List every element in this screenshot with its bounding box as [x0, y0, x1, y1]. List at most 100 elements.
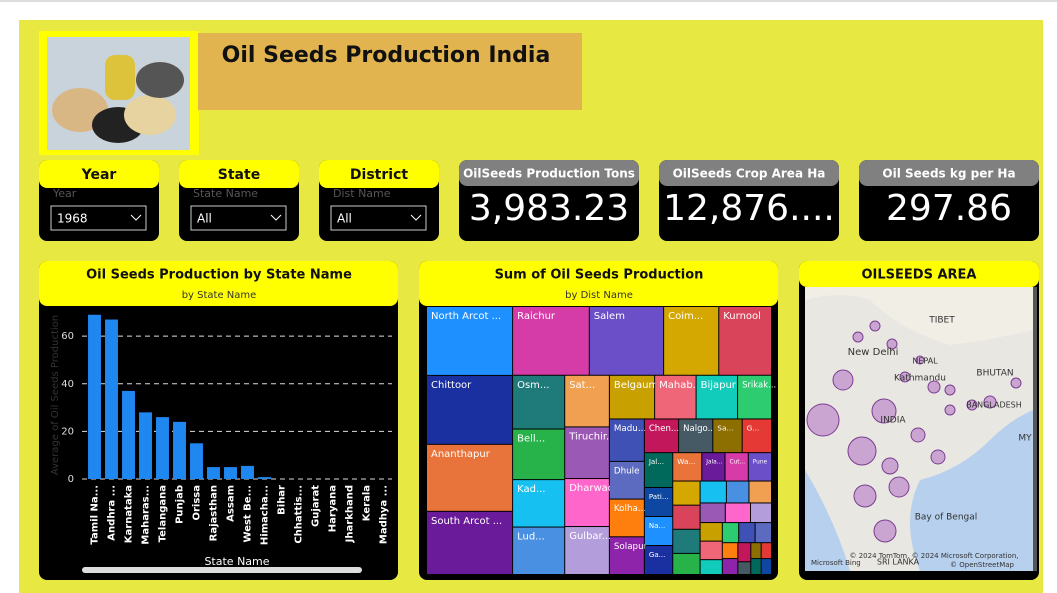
treemap-tile [513, 307, 589, 375]
treemap-label: Osm... [517, 380, 549, 391]
slicer-dropdown[interactable] [190, 205, 287, 231]
treemap-tile [696, 375, 738, 419]
treemap-tile [750, 503, 771, 523]
map-place-label: BHUTAN [976, 369, 1013, 379]
chart-title: Oil Seeds Production by State Name [86, 268, 352, 283]
x-tick-label: Maharas... [141, 485, 152, 545]
panel-header [419, 261, 778, 306]
treemap-tile [644, 419, 679, 453]
treemap-tile [673, 553, 700, 574]
map-attribution: Microsoft Bing [811, 559, 861, 567]
kpi-header [659, 160, 839, 186]
bar [224, 467, 237, 479]
plot: Tamil Na... Andhra ... Karnataka Maharas...… [88, 314, 390, 545]
slicer-header [179, 160, 299, 188]
logo-image [39, 31, 199, 155]
treemap-tile [673, 529, 700, 553]
treemap-tile [644, 545, 673, 574]
treemap-tile [725, 453, 748, 481]
slicer-header [319, 160, 439, 188]
treemap-tile [655, 375, 696, 419]
treemap-label: Pune [753, 460, 768, 466]
map-place-label: SRI LANKA [877, 558, 920, 567]
kpi-header [859, 160, 1039, 186]
slicer-dropdown[interactable] [50, 205, 147, 231]
map-place-label: New Delhi [848, 347, 899, 358]
treemap-tile [609, 499, 644, 537]
treemap-label: Wa... [677, 457, 695, 466]
treemap-tile [565, 527, 609, 574]
treemap-tile [751, 543, 761, 559]
treemap-label: North Arcot ... [431, 311, 501, 322]
treemap-tile [513, 375, 565, 429]
x-tick-label: Gujarat [311, 485, 322, 527]
y-tick-label: 60 [61, 331, 74, 342]
slicer-label: Year [81, 167, 117, 183]
treemap-label: Mahab... [659, 380, 702, 391]
kpi-value: 297.86 [886, 188, 1012, 229]
treemap-label: Nalgo... [683, 424, 716, 434]
treemap-tile [673, 505, 700, 529]
treemap-tile [742, 419, 771, 453]
treemap-tile [565, 427, 609, 479]
chart-subtitle: by State Name [182, 290, 257, 301]
slicer-value: All [197, 212, 212, 226]
title-box [198, 33, 582, 110]
treemap-tile [700, 503, 725, 523]
slicer-header [39, 160, 159, 188]
treemap-tile [700, 560, 722, 574]
chart-subtitle: by Dist Name [565, 290, 633, 301]
bar [122, 390, 135, 479]
x-tick-label: Rajasthan [209, 485, 220, 541]
top-border [0, 0, 1057, 2]
x-tick-label: West Be... [243, 485, 254, 542]
y-tick-label: 40 [61, 379, 74, 390]
treemap-label: Kad... [517, 484, 545, 495]
panel [39, 261, 398, 580]
map-place-label: INDIA [880, 416, 906, 426]
dropdown-arrow [270, 214, 282, 221]
bar [190, 443, 203, 479]
treemap-tile [739, 523, 755, 543]
treemap-label: Chittoor [431, 380, 472, 391]
treemap-tile [589, 307, 664, 375]
slicer-label: State [218, 167, 260, 183]
bar [105, 319, 118, 479]
scrollbar [82, 567, 362, 573]
map-attribution: © 2024 TomTom, © 2024 Microsoft Corporat… [849, 552, 1018, 560]
treemap-tile [700, 481, 726, 503]
treemap-label: Raichur [517, 311, 556, 322]
map-place-label: BANGLADESH [966, 401, 1022, 410]
treemap-tile [722, 523, 739, 543]
treemap-tile [609, 419, 644, 461]
x-tick-label: Tamil Na... [90, 485, 101, 545]
x-tick-label: Kerala [362, 485, 373, 521]
treemap-tile [644, 487, 673, 516]
x-tick-label: Himacha... [260, 485, 271, 545]
x-tick-label: Bihar [277, 485, 288, 515]
slicer-dropdown[interactable] [330, 205, 427, 231]
x-tick-label: Punjab [175, 485, 186, 524]
treemap-tile [749, 481, 771, 503]
treemap-tile [761, 543, 771, 559]
map-place-label: NEPAL [912, 357, 938, 366]
bar [88, 314, 101, 479]
x-tick-label: Orissa [192, 485, 203, 521]
treemap-label: Bell... [517, 434, 545, 445]
slicer-placeholder: State Name [193, 187, 258, 200]
treemap-label: Belgaum [614, 380, 658, 391]
treemap-label: Jal... [648, 457, 664, 466]
treemap-tile [755, 523, 771, 543]
dropdown-arrow [130, 214, 142, 221]
slicer-placeholder: Year [52, 187, 77, 200]
kpi-label: OilSeeds Production Tons [463, 167, 635, 181]
x-tick-label: Telangana [158, 485, 169, 542]
panel-header [39, 261, 398, 306]
treemap-tile [748, 453, 771, 481]
treemap-tile [722, 543, 738, 559]
treemap-label: Solapur [614, 542, 648, 552]
treemap-tile [719, 307, 771, 375]
treemap-label: Ga... [649, 550, 666, 559]
treemap-label: Gulbar... [569, 531, 611, 542]
slicer-placeholder: Dist Name [333, 187, 391, 200]
